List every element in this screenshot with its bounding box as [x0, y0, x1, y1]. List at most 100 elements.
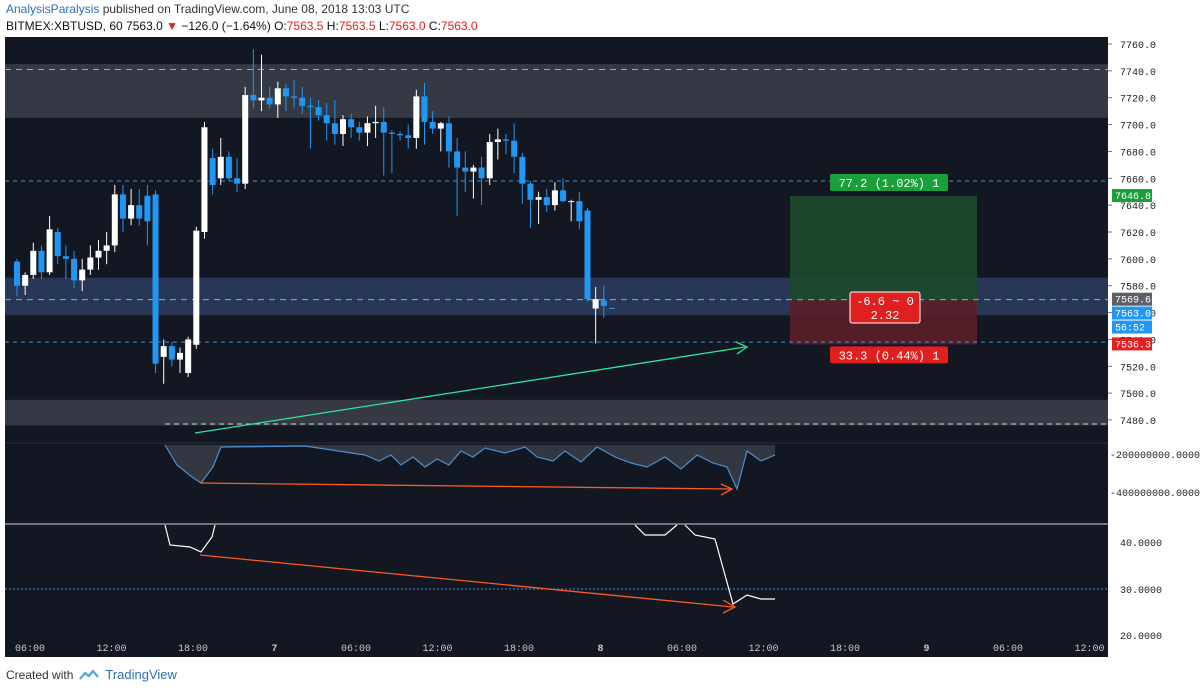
footer: Created with TradingView [6, 667, 177, 682]
price-axis-svg: 7480.07500.07520.07540.07560.07580.07600… [1108, 41, 1200, 643]
candle-body [38, 250, 45, 273]
price-tick-label: 7640.0 [1120, 202, 1156, 213]
candle-body [46, 229, 53, 273]
candle [551, 182, 558, 211]
time-tick-label: 7 [271, 644, 277, 655]
tradingview-logo-icon [79, 669, 100, 680]
author-link[interactable]: AnalysisParalysis [6, 2, 100, 16]
candle [503, 133, 509, 155]
candle [600, 285, 607, 318]
candle-body [168, 346, 175, 360]
candle-body [535, 197, 542, 200]
candle-body [119, 194, 126, 219]
price-tag [1112, 292, 1152, 306]
candle-body [397, 133, 404, 136]
supply-zone [5, 64, 1108, 118]
candle-body [413, 96, 420, 138]
candle-body [291, 96, 298, 98]
candle [356, 121, 363, 141]
candle-body [503, 139, 509, 141]
price-tick-label: 7660.0 [1120, 175, 1156, 186]
price-tick-label: 7580.0 [1120, 283, 1156, 294]
candle [177, 347, 183, 373]
publish-info: AnalysisParalysis published on TradingVi… [6, 2, 409, 16]
price-axis[interactable]: 7480.07500.07520.07540.07560.07580.07600… [1108, 37, 1200, 657]
candle [79, 258, 86, 292]
candle [160, 339, 167, 384]
indicator-2-line [164, 524, 216, 553]
candle [30, 242, 37, 279]
high-value: 7563.5 [338, 19, 376, 33]
candle [405, 124, 412, 149]
candle-body [62, 256, 69, 259]
candle [315, 100, 322, 121]
price-tick-label: 7680.0 [1120, 148, 1156, 159]
candle-body [177, 352, 183, 360]
candle [364, 116, 371, 147]
candle-body [282, 88, 289, 97]
candle [388, 129, 395, 173]
candle [266, 86, 273, 109]
candle [87, 245, 94, 275]
candle [136, 189, 143, 226]
candle [323, 103, 330, 141]
price-tick-label: 7740.0 [1120, 68, 1156, 79]
candle-body [470, 167, 477, 172]
tradingview-brand[interactable]: TradingView [105, 667, 177, 682]
candle [144, 185, 151, 246]
candle [38, 245, 45, 279]
price-change: −126.0 (−1.64%) [181, 19, 271, 33]
price-tag-label: 7569.6 [1115, 296, 1151, 307]
candle-body [234, 178, 241, 184]
price-tick-label: 7520.0 [1120, 363, 1156, 374]
price-tag [1112, 320, 1152, 334]
candle [543, 189, 550, 212]
time-tick-label: 12:00 [96, 644, 126, 655]
candle [46, 215, 53, 275]
candle [462, 151, 469, 192]
low-value: 7563.0 [388, 19, 426, 33]
candle-body [71, 258, 78, 281]
candle [576, 191, 583, 230]
chart-svg[interactable]: 77.2 (1.02%) 1 33.3 (0.44%) 1 -6.6 ~ 02.32… [5, 37, 1108, 657]
price-tag-label: 7536.3 [1115, 340, 1151, 351]
price-tick-label: 7620.0 [1120, 229, 1156, 240]
candle [445, 116, 452, 168]
indicator-1-tick-label: -200000000.0000 [1110, 451, 1200, 462]
candle [397, 131, 404, 141]
candle-body [429, 121, 436, 129]
candle [299, 86, 306, 114]
candle [185, 336, 192, 378]
candle-body [454, 151, 461, 168]
candle-body [193, 230, 200, 345]
candle-body [511, 140, 518, 157]
price-tag [1112, 189, 1152, 203]
candle [111, 185, 118, 253]
time-tick-label: 8 [597, 644, 603, 655]
candle [494, 128, 501, 160]
arrow-head-icon [735, 341, 749, 355]
candle-body [152, 194, 159, 364]
candle-body [315, 107, 322, 116]
candle-body [225, 156, 232, 179]
candle [291, 80, 298, 109]
candle-body [331, 123, 338, 134]
price-tick-label: 7480.0 [1120, 417, 1156, 428]
divergence-arrow [194, 346, 746, 434]
price-tick-label: 7600.0 [1120, 256, 1156, 267]
candle [592, 287, 599, 344]
candle [234, 158, 241, 192]
price-tag [1112, 306, 1152, 320]
candle-body [160, 346, 167, 357]
price-tick-label: 7760.0 [1120, 41, 1156, 52]
candle [421, 82, 428, 145]
candle [470, 164, 477, 199]
candle-body [185, 339, 192, 373]
candle-body [136, 205, 143, 219]
candle [95, 240, 102, 270]
chart-area[interactable]: 77.2 (1.02%) 1 33.3 (0.44%) 1 -6.6 ~ 0 2.32… [5, 37, 1108, 657]
publish-text: published on TradingView.com, June 08, 2… [99, 2, 410, 16]
candle [71, 250, 78, 289]
target-label: 77.2 (1.02%) 1 [839, 177, 940, 191]
indicator-2-tick-label: 30.0000 [1120, 586, 1162, 597]
